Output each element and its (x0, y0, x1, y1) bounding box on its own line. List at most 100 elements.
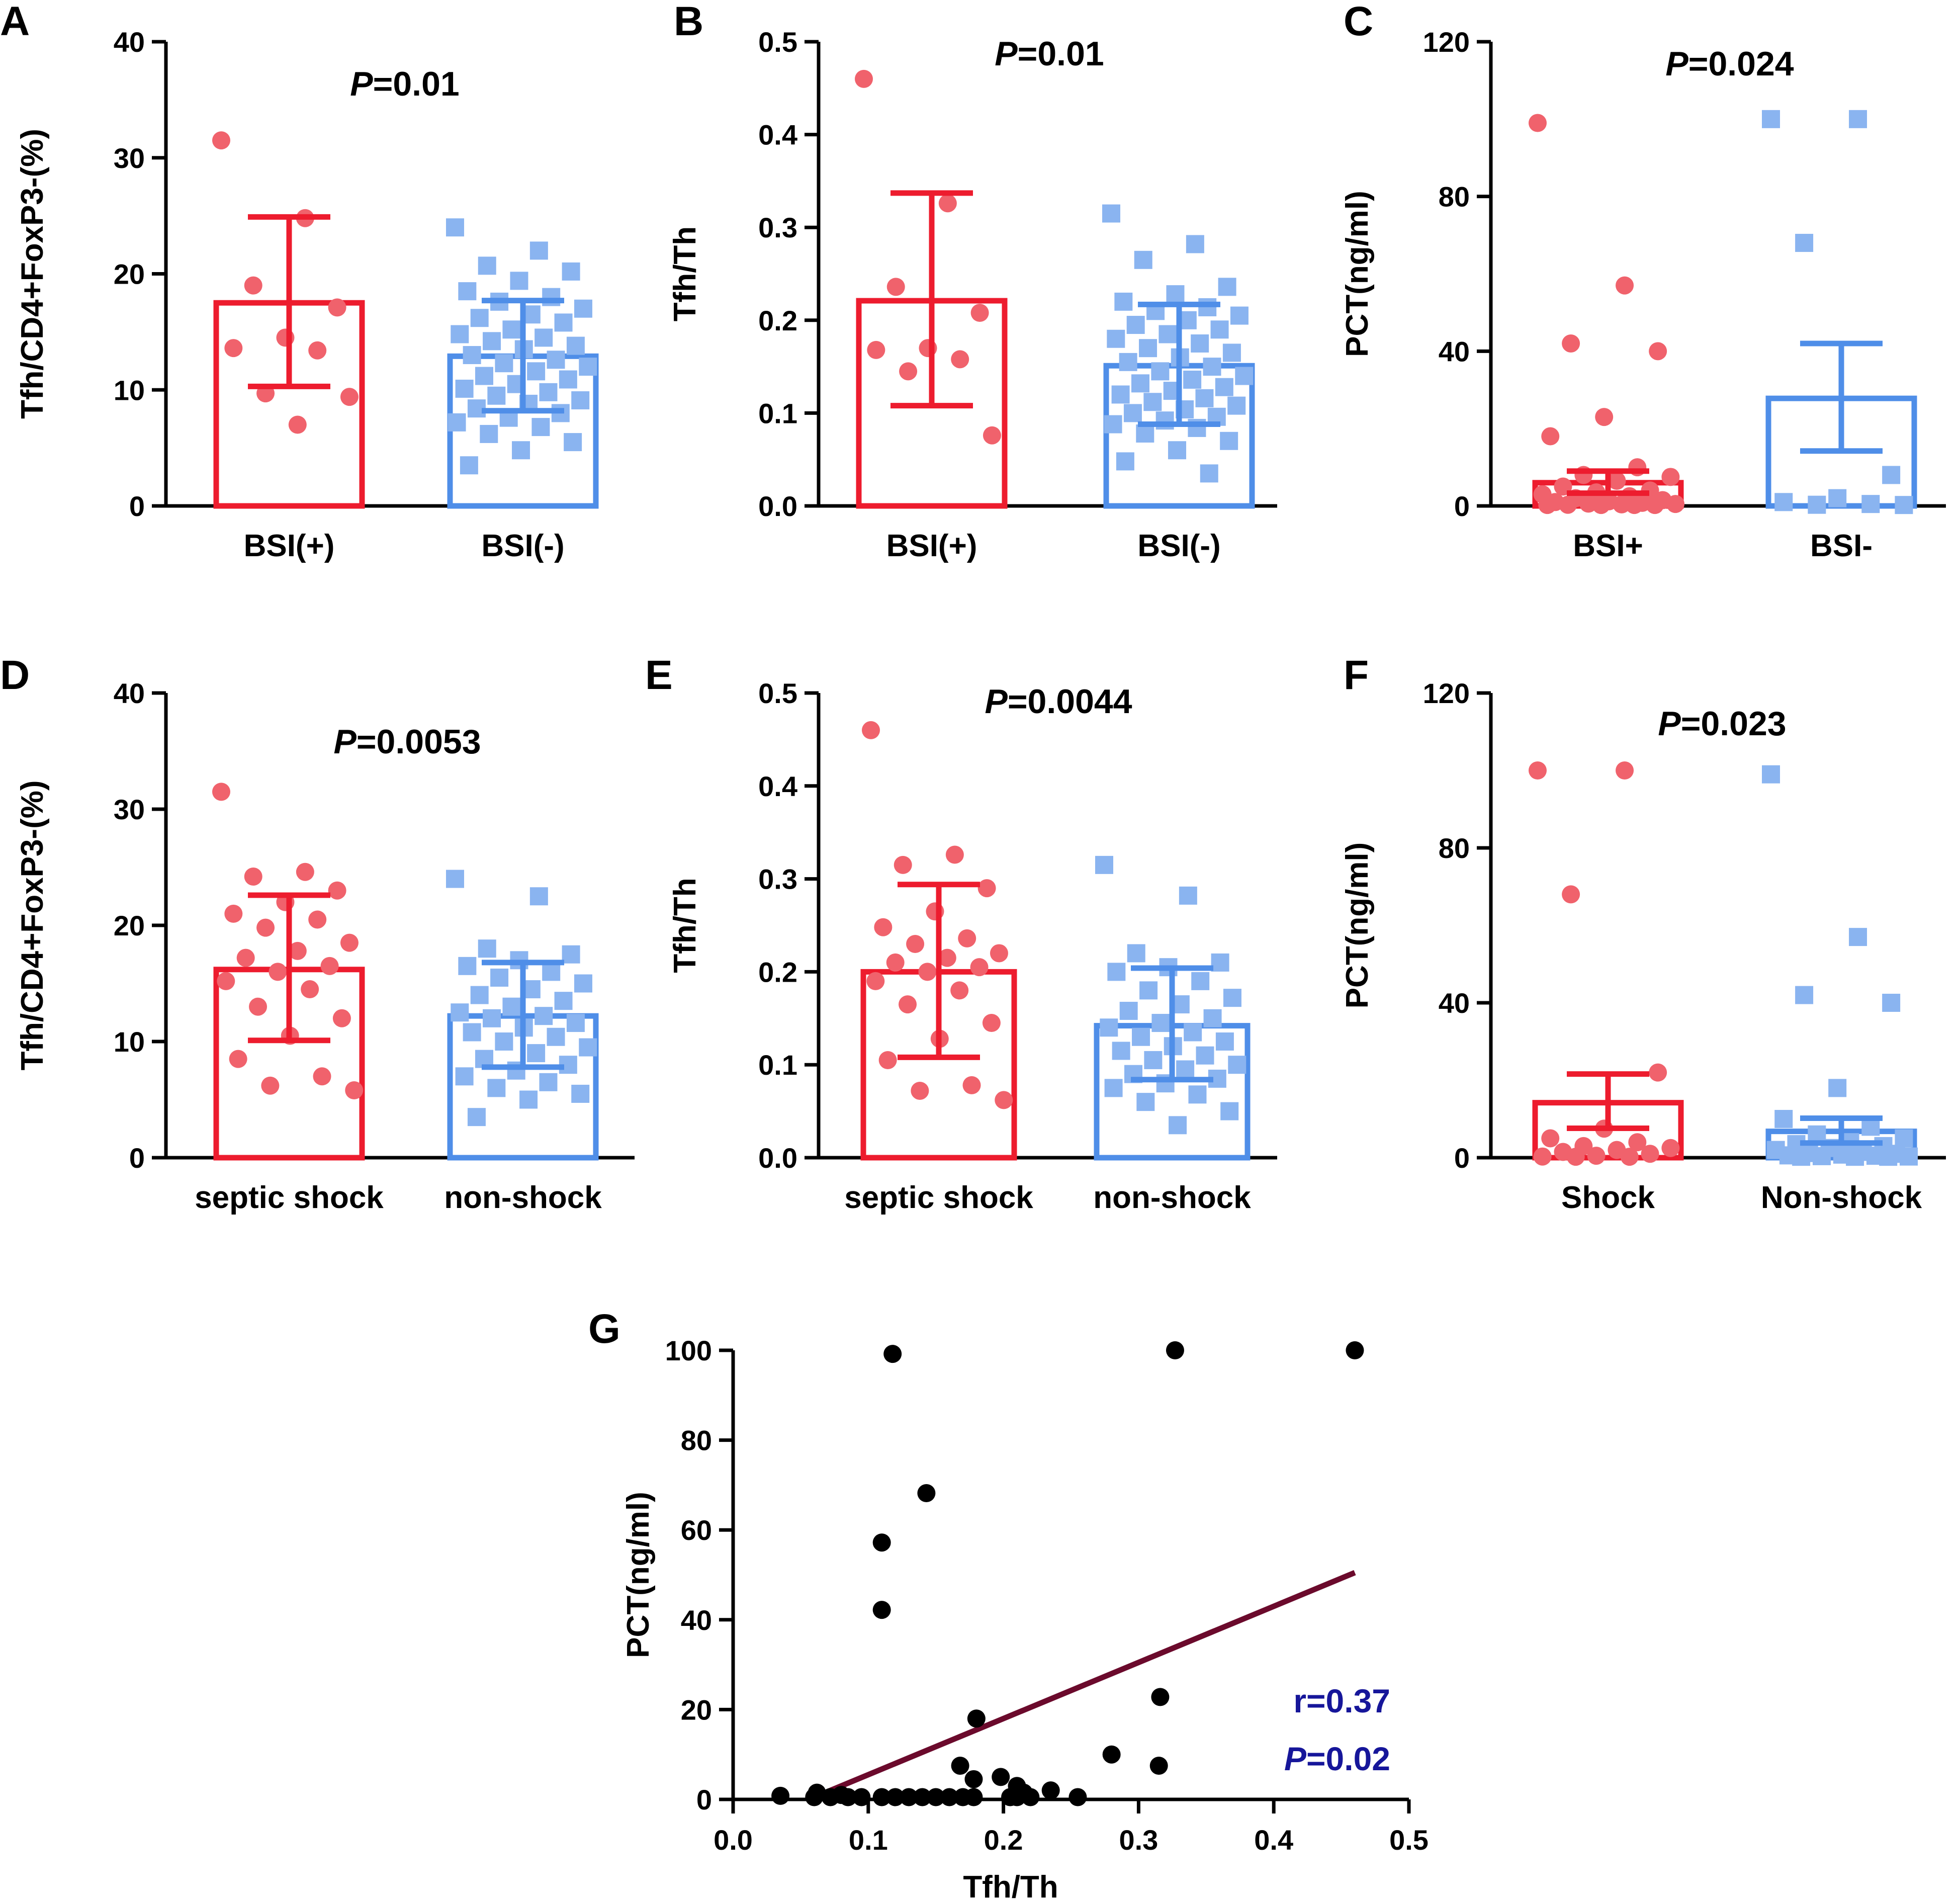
data-point (1529, 114, 1547, 132)
p-italic: P (333, 723, 357, 761)
data-point (938, 948, 956, 967)
data-point (872, 1533, 891, 1552)
data-point (1566, 1148, 1585, 1166)
data-point (529, 241, 548, 260)
data-point (519, 1090, 538, 1109)
data-point (244, 867, 262, 886)
data-point (1191, 972, 1210, 990)
data-point (1139, 339, 1157, 358)
data-point (502, 997, 521, 1016)
data-point (874, 918, 893, 936)
data-point (1649, 342, 1667, 361)
data-point (1529, 761, 1547, 780)
x-axis-title: Tfh/Th (963, 1870, 1058, 1902)
data-point (527, 1044, 546, 1063)
panel-c: C 0 40 80 120 PCT(ng/ml) P=0.024 BSI+ BSI- (1340, 0, 1946, 563)
y-tick-label: 0 (1454, 490, 1470, 522)
data-point (571, 1084, 590, 1103)
data-point (982, 1014, 1001, 1032)
regression-line (824, 1570, 1356, 1795)
data-point (1220, 431, 1238, 450)
r-value: r=0.37 (1293, 1682, 1390, 1719)
y-tick-label: 0.4 (758, 770, 797, 802)
category-label: non-shock (1093, 1180, 1251, 1215)
data-point (269, 963, 287, 981)
y-tick-label: 0.1 (758, 397, 797, 429)
group-bsi- (855, 69, 1008, 509)
data-point (1666, 495, 1685, 513)
data-point (1235, 367, 1254, 385)
y-tick-label: 0.5 (758, 26, 797, 58)
data-point (487, 386, 506, 405)
data-point (571, 391, 590, 410)
data-point (1222, 343, 1241, 362)
data-point (1168, 441, 1187, 460)
data-point (1149, 1757, 1168, 1775)
data-point (534, 328, 553, 347)
data-point (1661, 468, 1680, 486)
data-point (1107, 329, 1125, 348)
data-point (1166, 1341, 1184, 1359)
data-point (1126, 316, 1145, 334)
data-point (1649, 1063, 1667, 1082)
data-point (1795, 986, 1814, 1004)
data-point (229, 1050, 247, 1068)
x-tick-label: 0.3 (1119, 1824, 1158, 1856)
data-point (995, 1091, 1013, 1109)
panel-letter: G (588, 1306, 620, 1352)
data-point (531, 418, 550, 437)
data-point (872, 1788, 891, 1806)
data-point (566, 336, 585, 355)
p-italic: P (985, 682, 1008, 721)
y-axis-title: Tfh/Th (668, 226, 702, 321)
data-point (950, 981, 969, 1000)
data-point (332, 1009, 351, 1027)
data-point (296, 862, 314, 881)
group-bsi- (446, 218, 599, 509)
data-point (1123, 404, 1142, 422)
group-septic-shock (860, 721, 1017, 1161)
data-point (236, 948, 255, 967)
data-point (1102, 1745, 1121, 1764)
y-axis-title: Tfh/Th (668, 878, 702, 973)
data-point (217, 972, 235, 990)
y-tick-label: 30 (114, 142, 145, 174)
data-point (502, 320, 521, 339)
panel-f: F 0 40 80 120 PCT(ng/ml) P=0.023 Shock Non-shock (1340, 652, 1946, 1215)
data-point (862, 721, 880, 739)
data-point (855, 69, 873, 88)
data-point (951, 1757, 969, 1775)
data-point (878, 1051, 897, 1069)
panel-letter: C (1344, 0, 1373, 44)
data-point (852, 1788, 871, 1806)
data-point (1021, 1788, 1040, 1806)
data-point (1595, 408, 1614, 426)
data-point (562, 262, 580, 281)
data-point (328, 298, 346, 317)
data-point (574, 974, 592, 993)
data-point (945, 845, 964, 864)
p-italic: P (995, 35, 1018, 73)
data-point (539, 383, 558, 401)
data-point (1562, 885, 1580, 904)
panel-letter: B (674, 0, 703, 44)
data-point (1200, 464, 1218, 483)
data-point (1628, 1133, 1647, 1152)
data-point (249, 997, 268, 1016)
data-point (1882, 994, 1901, 1012)
data-point (256, 918, 275, 937)
y-tick-label: 10 (114, 1026, 145, 1058)
data-point (340, 933, 359, 952)
data-point (1203, 1009, 1222, 1027)
data-point (886, 278, 905, 296)
p-value: =0.024 (1688, 45, 1794, 83)
data-point (1762, 110, 1780, 128)
data-point (451, 325, 469, 343)
data-point (911, 1081, 929, 1100)
y-tick-label: 60 (681, 1514, 712, 1546)
data-point (1112, 1042, 1130, 1060)
data-point (839, 1788, 857, 1806)
data-point (1188, 1085, 1207, 1104)
data-point (1608, 472, 1626, 490)
data-point (899, 995, 917, 1014)
